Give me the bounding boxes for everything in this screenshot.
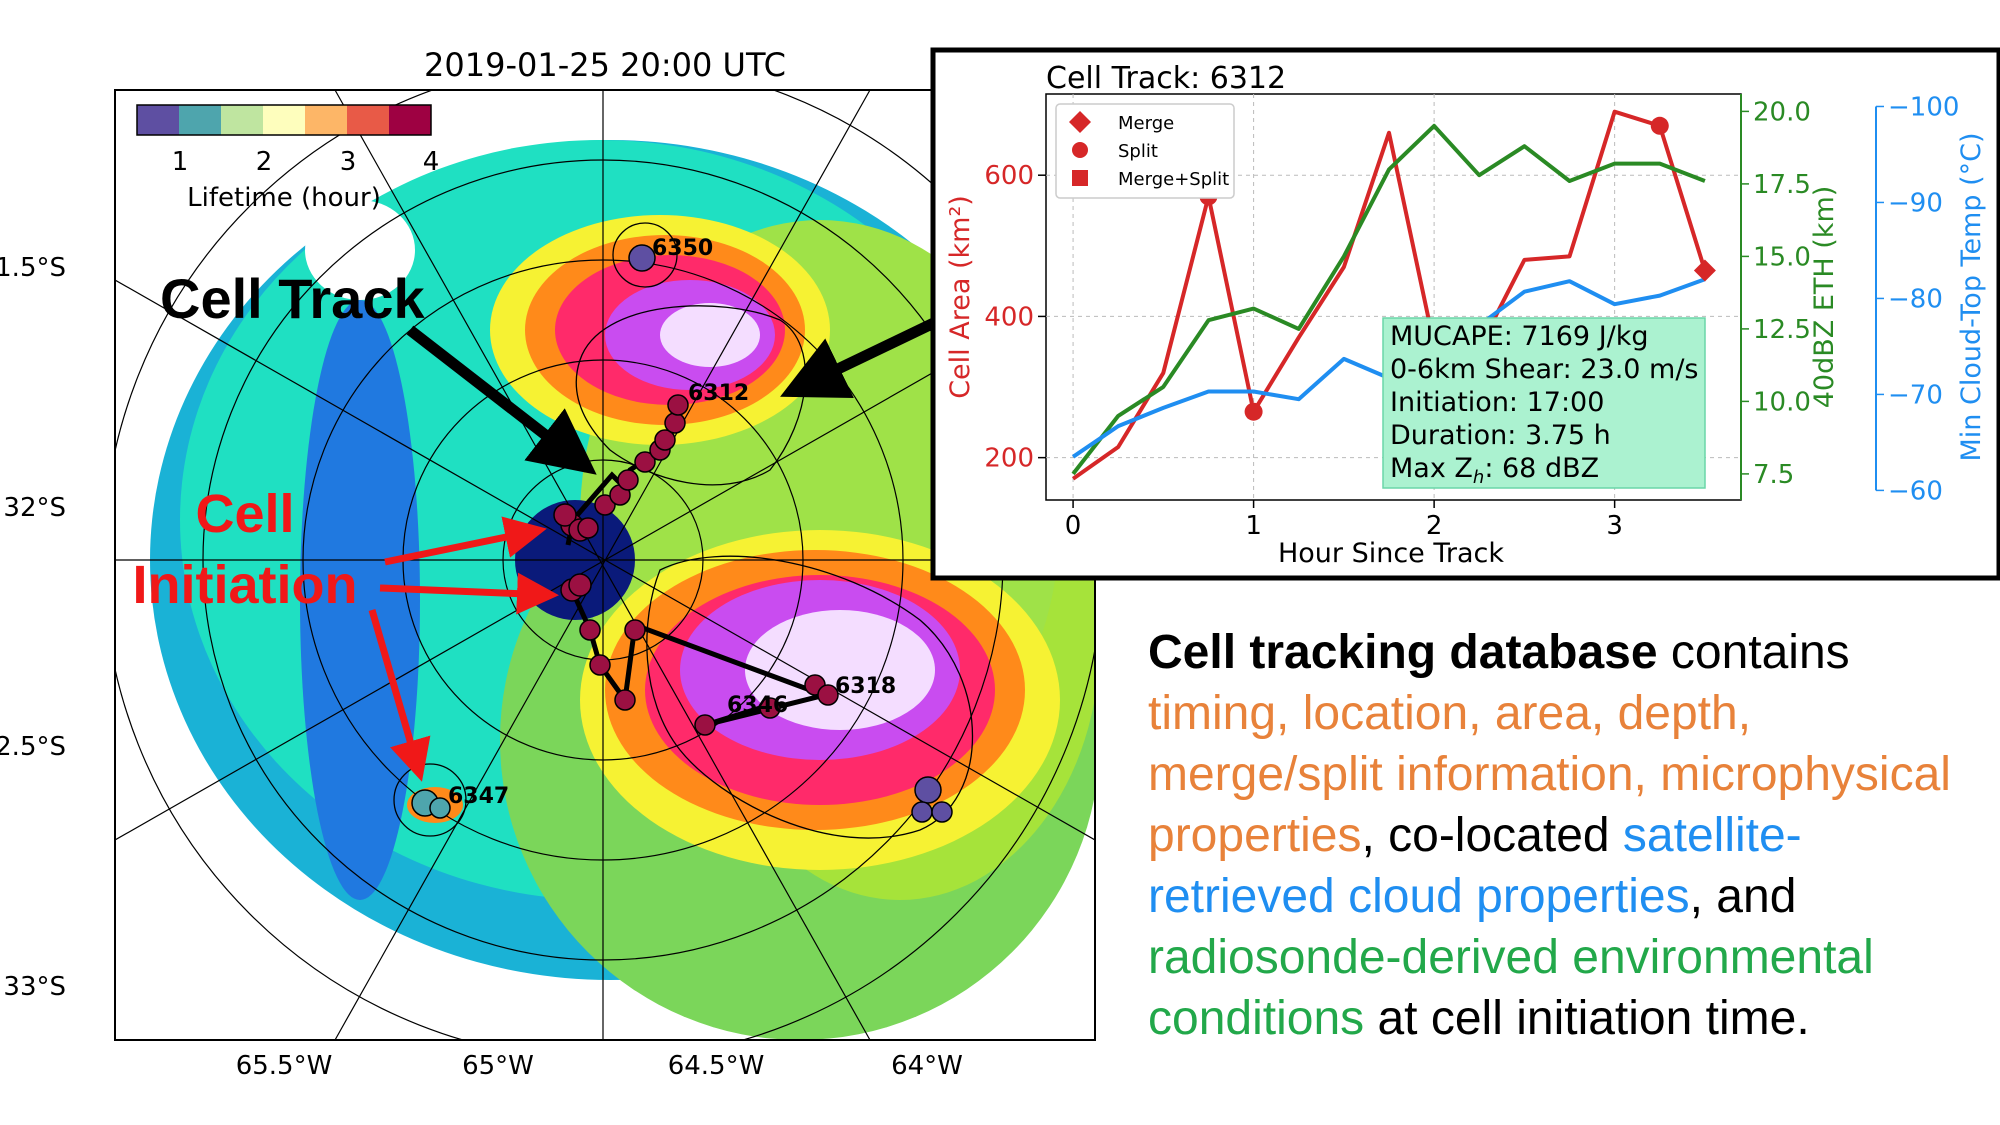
y3-tick-label: −90 <box>1888 188 1943 218</box>
cell-label-6347: 6347 <box>448 784 509 809</box>
cell-label-6346: 6346 <box>727 693 788 718</box>
y2-tick-label: 15.0 <box>1753 242 1811 272</box>
colorbar-swatch <box>179 105 222 135</box>
axes-layer: 0 1 2 3 200 400 600 7.5 10.0 12.5 15.0 17.5 20.0 −100… <box>984 92 1959 541</box>
x-tick-label: 1 <box>1245 511 1262 541</box>
colorbar: 1 2 3 4 Lifetime (hour) <box>136 104 440 213</box>
description-orange: timing, location, area, depth, merge/spl… <box>1148 687 1951 862</box>
legend-split-marker <box>1072 142 1088 158</box>
description-green: radiosonde-derived environmental conditi… <box>1148 931 1874 1045</box>
y1-axis-label: Cell Area (km²) <box>945 195 976 399</box>
legend: Merge Split Merge+Split <box>1055 103 1235 199</box>
cell-info-box: MUCAPE: 7169 J/kg 0-6km Shear: 23.0 m/s … <box>1382 317 1706 489</box>
x-axis-label: Hour Since Track <box>1278 538 1504 569</box>
colorbar-swatch <box>305 105 348 135</box>
lon-label-64: 64°W <box>891 1051 963 1081</box>
cell-label-6312: 6312 <box>688 381 749 406</box>
series-line-1 <box>1071 123 1706 476</box>
description-text-4: at cell initiation time. <box>1364 992 1810 1045</box>
colorbar-tick-4: 4 <box>423 147 440 177</box>
lat-label-32-5: 32.5°S <box>0 732 66 762</box>
y2-tick-label: 10.0 <box>1753 387 1811 417</box>
lon-label-65: 65°W <box>462 1051 534 1081</box>
colorbar-swatch <box>137 105 180 135</box>
database-description: Cell tracking database contains timing, … <box>1148 622 1988 1049</box>
colorbar-swatch <box>347 105 390 135</box>
map-title: 2019-01-25 20:00 UTC <box>424 46 786 84</box>
lat-label-33: 33°S <box>3 972 66 1002</box>
inset-title: Cell Track: 6312 <box>1046 61 1286 96</box>
x-tick-label: 3 <box>1606 511 1623 541</box>
description-bold: Cell tracking database <box>1148 626 1658 679</box>
legend-merge-split-label: Merge+Split <box>1118 169 1229 190</box>
colorbar-swatch <box>389 105 432 135</box>
y3-tick-label: −60 <box>1888 476 1943 506</box>
y1-tick-label: 200 <box>984 444 1034 474</box>
colorbar-tick-2: 2 <box>256 147 273 177</box>
inset-chart: Cell Track: 6312 0 1 2 3 200 400 600 7.5 10.0 12.… <box>930 47 2000 581</box>
y2-tick-label: 17.5 <box>1753 170 1811 200</box>
legend-merge-marker <box>1069 111 1091 133</box>
y1-tick-label: 400 <box>984 302 1034 332</box>
y1-tick-label: 600 <box>984 161 1034 191</box>
info-max-zh: Max Zh: 68 dBZ <box>1390 453 1599 488</box>
description-text-1: contains <box>1657 626 1850 679</box>
legend-merge-split-marker <box>1072 170 1088 186</box>
y2-tick-label: 7.5 <box>1753 460 1794 490</box>
x-tick-label: 2 <box>1426 511 1443 541</box>
y3-tick-label: −70 <box>1888 380 1943 410</box>
info-initiation: Initiation: 17:00 <box>1390 387 1604 418</box>
info-duration: Duration: 3.75 h <box>1390 420 1611 451</box>
description-text-3: , and <box>1689 870 1797 923</box>
cell-track-annotation: Cell Track <box>160 267 425 330</box>
x-tick-label: 0 <box>1065 511 1082 541</box>
cell-label-6318: 6318 <box>835 674 896 699</box>
cell-label-6350: 6350 <box>652 236 713 261</box>
lat-label-31-5: 31.5°S <box>0 253 66 283</box>
y2-tick-label: 20.0 <box>1753 97 1811 127</box>
y3-tick-label: −80 <box>1888 284 1943 314</box>
lon-label-65-5: 65.5°W <box>236 1051 333 1081</box>
inset-pointer-arrow <box>780 315 943 398</box>
colorbar-label: Lifetime (hour) <box>187 183 381 213</box>
series-line-0 <box>1071 109 1707 481</box>
colorbar-swatch <box>221 105 264 135</box>
lat-label-32: 32°S <box>3 493 66 523</box>
cell-track-arrow <box>406 325 597 475</box>
legend-merge-label: Merge <box>1118 113 1174 134</box>
track-dots <box>411 244 953 823</box>
y2-tick-label: 12.5 <box>1753 315 1811 345</box>
y2-axis-label: 40dBZ ETH (km) <box>1809 186 1840 409</box>
info-shear: 0-6km Shear: 23.0 m/s <box>1390 354 1699 385</box>
lon-label-64-5: 64.5°W <box>668 1051 765 1081</box>
cell-id-labels: 6350 6312 6318 6346 6347 <box>448 236 896 809</box>
y3-axis-label: Min Cloud-Top Temp (°C) <box>1956 133 1987 462</box>
description-blue: satellite-retrieved cloud properties <box>1148 809 1802 923</box>
y3-tick-label: −100 <box>1888 92 1959 122</box>
cell-initiation-annotation-line1: Cell <box>195 484 294 544</box>
merge-marker <box>1693 259 1716 282</box>
split-marker <box>1650 116 1669 135</box>
colorbar-tick-1: 1 <box>172 147 189 177</box>
description-text-2: , co-located <box>1361 809 1623 862</box>
cell-contours <box>393 222 973 839</box>
info-mucape: MUCAPE: 7169 J/kg <box>1390 321 1649 352</box>
colorbar-swatch <box>263 105 306 135</box>
colorbar-tick-3: 3 <box>340 147 357 177</box>
split-marker <box>1244 402 1263 421</box>
cell-initiation-arrows <box>368 516 559 782</box>
cell-initiation-annotation-line2: Initiation <box>133 555 358 615</box>
legend-split-label: Split <box>1118 141 1158 162</box>
